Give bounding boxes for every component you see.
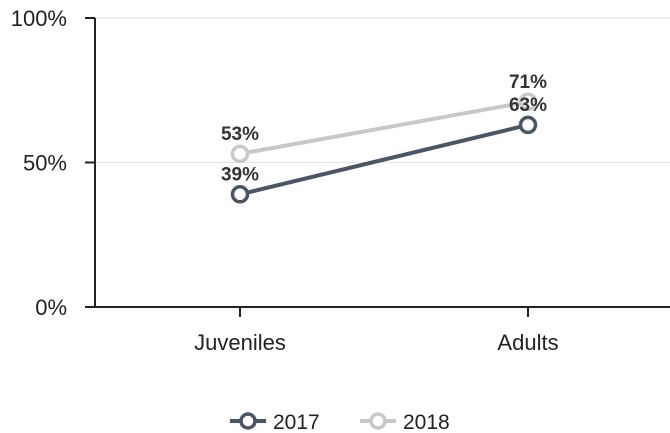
x-tick-label: Juveniles (194, 330, 286, 355)
data-point-2018-Adults (518, 92, 538, 112)
data-label-2017-Adults: 63% (509, 95, 547, 116)
data-labels: 39% 63% 53% 71% (221, 72, 547, 185)
data-point-2017-Adults (518, 115, 538, 135)
data-label-2017-Juveniles: 39% (221, 164, 259, 185)
series-line-2018 (239, 99, 529, 156)
legend-label-2017: 2017 (273, 411, 320, 433)
legend: 2017 2018 (230, 411, 450, 433)
gridlines (95, 17, 670, 163)
data-label-2018-Adults: 71% (509, 72, 547, 93)
y-tick-label: 100% (11, 6, 67, 31)
legend-marker-2018 (369, 412, 387, 430)
axes: 0% 50% 100% Juveniles Adults (11, 6, 670, 355)
y-tick-label: 50% (23, 151, 67, 176)
x-tick-label: Adults (497, 330, 558, 355)
legend-label-2018: 2018 (403, 411, 450, 433)
data-point-2018-Juveniles (230, 144, 250, 164)
series-line-2017 (239, 122, 529, 197)
y-tick-label: 0% (35, 295, 67, 320)
series (230, 92, 538, 204)
data-point-2017-Juveniles (230, 185, 250, 204)
data-label-2018-Juveniles: 53% (221, 124, 259, 145)
legend-marker-2017 (239, 412, 257, 430)
